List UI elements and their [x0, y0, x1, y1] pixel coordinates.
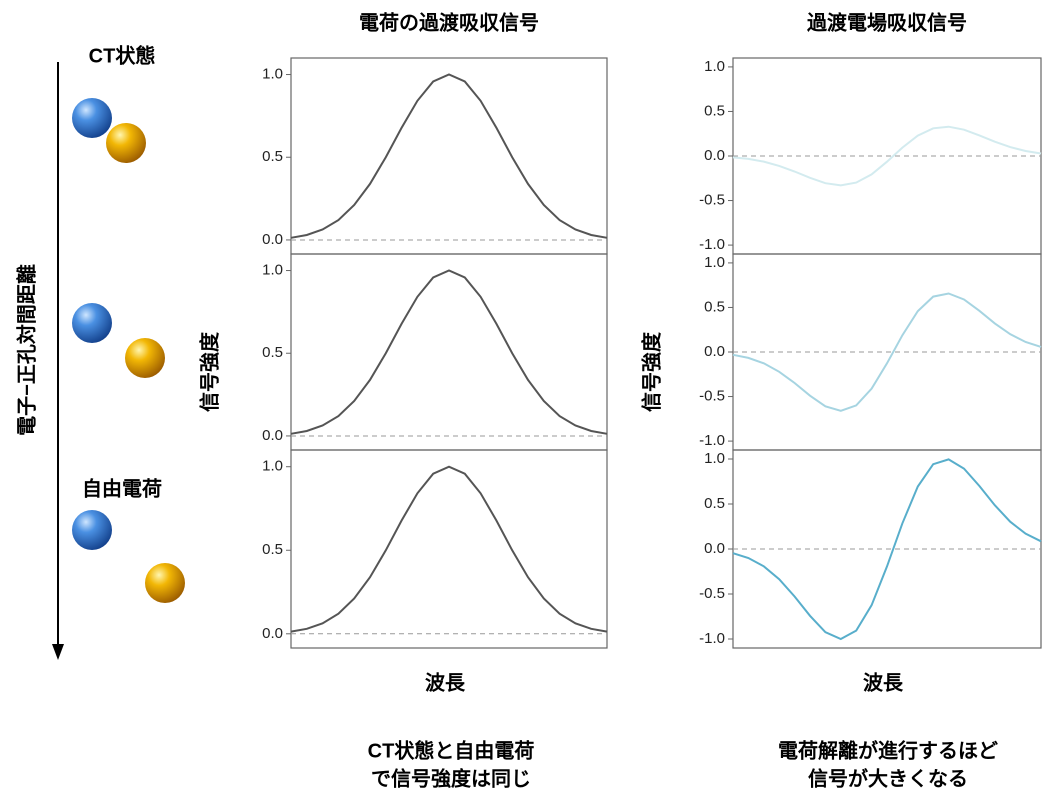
y-axis-label: 信号強度: [639, 331, 663, 412]
distance-label: 電子−正孔対間距離: [14, 264, 38, 436]
y-tick-label: 0.0: [704, 147, 725, 164]
y-tick-label: 0.5: [262, 541, 283, 558]
y-axis-label: 信号強度: [197, 331, 221, 412]
electron: [72, 98, 112, 138]
plot-frame: [291, 450, 607, 648]
y-tick-label: 0.5: [704, 495, 725, 512]
caption: 電荷解離が進行するほど: [778, 738, 998, 762]
ct-label: CT状態: [89, 43, 156, 67]
y-tick-label: 1.0: [704, 254, 725, 271]
y-tick-label: 0.5: [262, 344, 283, 361]
hole: [125, 338, 165, 378]
x-axis-label: 波長: [863, 671, 904, 694]
y-tick-label: -1.0: [699, 432, 725, 449]
data-line: [291, 467, 607, 632]
y-tick-label: 0.0: [704, 343, 725, 360]
hole: [145, 563, 185, 603]
plot-frame: [291, 254, 607, 450]
caption: 信号が大きくなる: [808, 766, 968, 790]
hole: [106, 123, 146, 163]
arrow-head: [52, 644, 64, 660]
y-tick-label: -0.5: [699, 585, 725, 602]
caption: CT状態と自由電荷: [368, 738, 535, 762]
y-tick-label: 1.0: [704, 58, 725, 75]
y-tick-label: 0.0: [262, 231, 283, 248]
y-tick-label: 0.5: [704, 298, 725, 315]
y-tick-label: 1.0: [704, 450, 725, 467]
y-tick-label: 1.0: [262, 262, 283, 279]
y-tick-label: 1.0: [262, 458, 283, 475]
y-tick-label: -1.0: [699, 630, 725, 647]
free-label: 自由電荷: [82, 476, 162, 500]
y-tick-label: 0.0: [262, 625, 283, 642]
electron: [72, 510, 112, 550]
y-tick-label: 0.0: [262, 427, 283, 444]
data-line: [291, 75, 607, 238]
y-tick-label: -1.0: [699, 236, 725, 253]
y-tick-label: 0.5: [262, 148, 283, 165]
caption: で信号強度は同じ: [371, 766, 531, 790]
figure: CT状態 自由電荷 電子−正孔対間距離 CT状態と自由電荷 で信号強度は同じ 電…: [0, 0, 1044, 803]
plot-frame: [291, 58, 607, 254]
y-tick-label: -0.5: [699, 192, 725, 209]
electron: [72, 303, 112, 343]
y-tick-label: 0.5: [704, 102, 725, 119]
chart-title: 電荷の過渡吸収信号: [359, 10, 539, 34]
chart-title: 過渡電場吸収信号: [807, 10, 967, 34]
y-tick-label: 1.0: [262, 66, 283, 83]
x-axis-label: 波長: [425, 671, 466, 694]
y-tick-label: -0.5: [699, 388, 725, 405]
y-tick-label: 0.0: [704, 540, 725, 557]
data-line: [291, 271, 607, 434]
